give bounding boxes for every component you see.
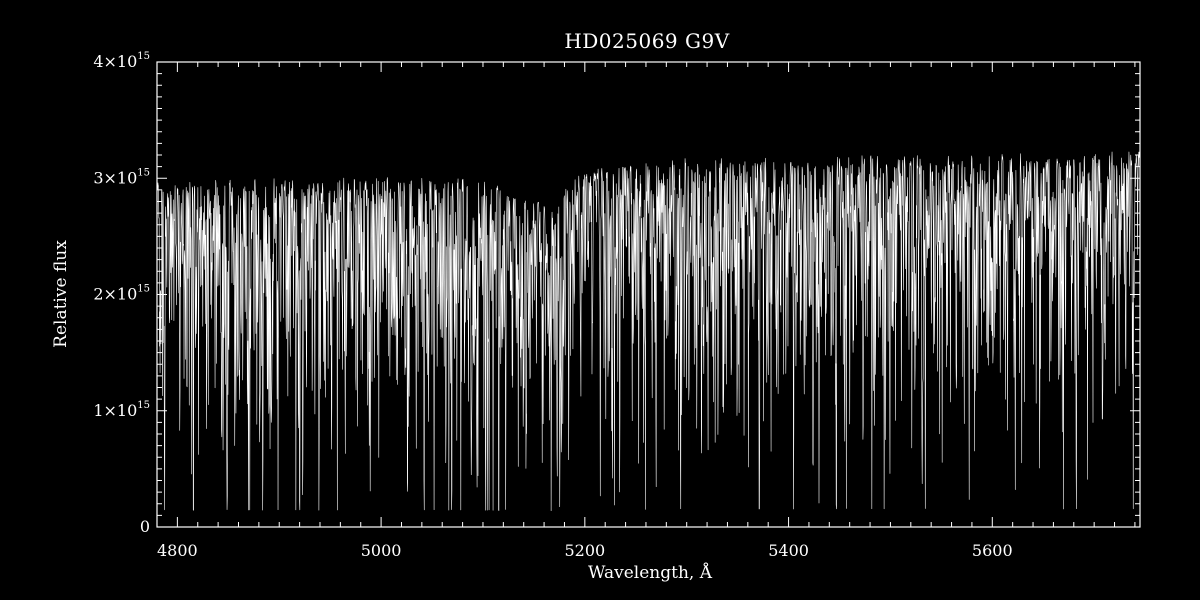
y-tick-label: 2×1015: [93, 284, 150, 304]
y-tick-labels: 0 1×1015 2×1015 3×1015 4×1015: [93, 51, 150, 536]
x-tick-label: 5400: [768, 541, 809, 560]
plot-frame: [156, 61, 1141, 528]
y-tick-label: 3×1015: [93, 167, 150, 187]
x-tick-label: 4800: [157, 541, 198, 560]
x-tick-label: 5200: [564, 541, 605, 560]
x-tick-label: 5000: [361, 541, 402, 560]
x-axis-label: Wavelength, Å: [588, 562, 713, 583]
y-tick-label: 4×1015: [93, 51, 150, 71]
x-tick-label: 5600: [972, 541, 1013, 560]
x-tick-labels: 4800 5000 5200 5400 5600: [157, 541, 1013, 560]
chart-title: HD025069 G9V: [564, 29, 729, 53]
spectrum-line: [156, 151, 1141, 512]
y-tick-label: 1×1015: [93, 400, 150, 420]
y-axis-label: Relative flux: [51, 240, 71, 348]
y-tick-label: 0: [140, 517, 150, 536]
